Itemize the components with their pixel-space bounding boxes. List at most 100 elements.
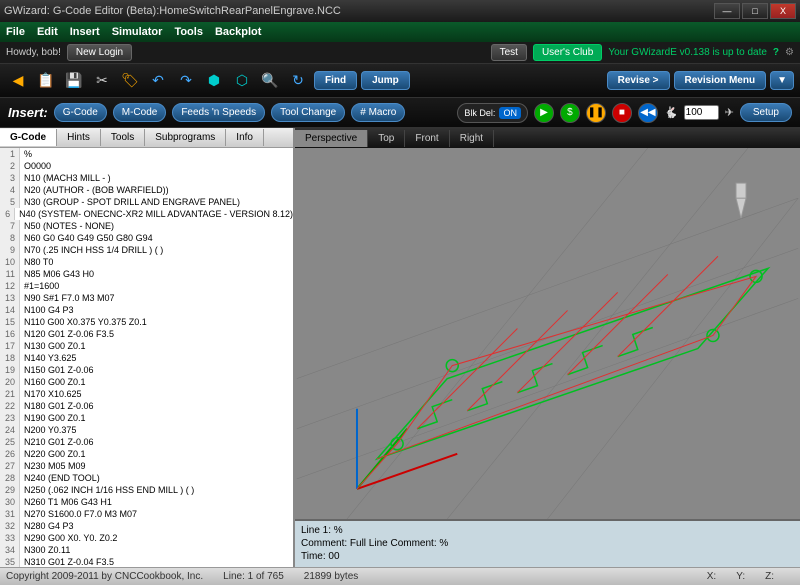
code-line[interactable]: 24N200 Y0.375 (0, 424, 293, 436)
statusbar: Copyright 2009-2011 by CNCCookbook, Inc.… (0, 567, 800, 585)
insert-gcode-button[interactable]: G-Code (54, 103, 107, 122)
code-line[interactable]: 22N180 G01 Z-0.06 (0, 400, 293, 412)
code-line[interactable]: 3N10 (MACH3 MILL - ) (0, 172, 293, 184)
view-tab-perspective[interactable]: Perspective (295, 130, 368, 147)
code-line[interactable]: 11N85 M06 G43 H0 (0, 268, 293, 280)
tab-subprograms[interactable]: Subprograms (145, 129, 226, 146)
refresh-icon[interactable]: ↻ (286, 69, 310, 93)
code-line[interactable]: 25N210 G01 Z-0.06 (0, 436, 293, 448)
menu-tools[interactable]: Tools (174, 26, 203, 38)
test-button[interactable]: Test (491, 44, 527, 61)
code-line[interactable]: 23N190 G00 Z0.1 (0, 412, 293, 424)
maximize-button[interactable]: □ (742, 3, 768, 19)
menu-file[interactable]: File (6, 26, 25, 38)
code-editor[interactable]: 1%2O00003N10 (MACH3 MILL - )4N20 (AUTHOR… (0, 148, 293, 567)
play-button[interactable]: ▶ (534, 103, 554, 123)
insert-tool-change-button[interactable]: Tool Change (271, 103, 345, 122)
code-line[interactable]: 34N300 Z0.11 (0, 544, 293, 556)
new-login-button[interactable]: New Login (67, 44, 132, 61)
search-icon[interactable]: 🔍 (258, 69, 282, 93)
view-tabs: Perspective Top Front Right (295, 128, 800, 148)
titlebar[interactable]: GWizard: G-Code Editor (Beta):HomeSwitch… (0, 0, 800, 22)
code-line[interactable]: 35N310 G01 Z-0.04 F3.5 (0, 556, 293, 567)
speed-input[interactable] (684, 105, 719, 120)
step-button[interactable]: $ (560, 103, 580, 123)
tool2-icon[interactable]: ⬡ (230, 69, 254, 93)
code-line[interactable]: 4N20 (AUTHOR - (BOB WARFIELD)) (0, 184, 293, 196)
code-line[interactable]: 8N60 G0 G40 G49 G50 G80 G94 (0, 232, 293, 244)
users-club-button[interactable]: User's Club (533, 44, 602, 61)
view-tab-front[interactable]: Front (405, 130, 449, 147)
code-line[interactable]: 29N250 (.062 INCH 1/16 HSS END MILL ) ( … (0, 484, 293, 496)
help-icon[interactable]: ? (773, 47, 779, 58)
find-button[interactable]: Find (314, 71, 357, 90)
x-coord: X: (707, 571, 716, 582)
undo-icon[interactable]: ↶ (146, 69, 170, 93)
insert-mcode-button[interactable]: M-Code (113, 103, 167, 122)
menu-simulator[interactable]: Simulator (112, 26, 163, 38)
view-tab-top[interactable]: Top (368, 130, 405, 147)
3d-viewport[interactable] (295, 148, 800, 519)
code-line[interactable]: 27N230 M05 M09 (0, 460, 293, 472)
cut-icon[interactable]: ✂ (90, 69, 114, 93)
code-line[interactable]: 21N170 X10.625 (0, 388, 293, 400)
minimize-button[interactable]: — (714, 3, 740, 19)
stop-button[interactable]: ■ (612, 103, 632, 123)
code-line[interactable]: 6N40 (SYSTEM- ONECNC-XR2 MILL ADVANTAGE … (0, 208, 293, 220)
revision-dropdown[interactable]: ▼ (770, 71, 794, 90)
revision-menu-button[interactable]: Revision Menu (674, 71, 767, 90)
app-window: GWizard: G-Code Editor (Beta):HomeSwitch… (0, 0, 800, 585)
code-line[interactable]: 17N130 G00 Z0.1 (0, 340, 293, 352)
code-line[interactable]: 2O0000 (0, 160, 293, 172)
view-tab-right[interactable]: Right (450, 130, 494, 147)
code-line[interactable]: 26N220 G00 Z0.1 (0, 448, 293, 460)
code-line[interactable]: 15N110 G00 X0.375 Y0.375 Z0.1 (0, 316, 293, 328)
settings-icon[interactable]: ⚙ (785, 47, 794, 58)
code-line[interactable]: 28N240 (END TOOL) (0, 472, 293, 484)
code-line[interactable]: 31N270 S1600.0 F7.0 M3 M07 (0, 508, 293, 520)
code-line[interactable]: 9N70 (.25 INCH HSS 1/4 DRILL ) ( ) (0, 244, 293, 256)
tab-hints[interactable]: Hints (57, 129, 101, 146)
code-line[interactable]: 12#1=1600 (0, 280, 293, 292)
code-line[interactable]: 1% (0, 148, 293, 160)
code-line[interactable]: 33N290 G00 X0. Y0. Z0.2 (0, 532, 293, 544)
rewind-button[interactable]: ◀◀ (638, 103, 658, 123)
code-line[interactable]: 32N280 G4 P3 (0, 520, 293, 532)
insert-macro-button[interactable]: # Macro (351, 103, 405, 122)
tag-icon[interactable]: 🏷 (118, 69, 142, 93)
tab-gcode[interactable]: G-Code (0, 129, 57, 146)
tab-tools[interactable]: Tools (101, 129, 145, 146)
code-line[interactable]: 30N260 T1 M06 G43 H1 (0, 496, 293, 508)
save-icon[interactable]: 💾 (62, 69, 86, 93)
insert-feeds-button[interactable]: Feeds 'n Speeds (172, 103, 265, 122)
close-button[interactable]: X (770, 3, 796, 19)
menu-insert[interactable]: Insert (70, 26, 100, 38)
code-line[interactable]: 20N160 G00 Z0.1 (0, 376, 293, 388)
clipboard-icon[interactable]: 📋 (34, 69, 58, 93)
code-line[interactable]: 14N100 G4 P3 (0, 304, 293, 316)
pause-button[interactable]: ❚❚ (586, 103, 606, 123)
bytes-indicator: 21899 bytes (304, 571, 359, 582)
blk-del-toggle[interactable]: Blk Del: ON (457, 103, 528, 123)
menu-backplot[interactable]: Backplot (215, 26, 261, 38)
code-line[interactable]: 5N30 (GROUP - SPOT DRILL AND ENGRAVE PAN… (0, 196, 293, 208)
back-icon[interactable]: ◀ (6, 69, 30, 93)
code-line[interactable]: 19N150 G01 Z-0.06 (0, 364, 293, 376)
revise-button[interactable]: Revise > (607, 71, 670, 90)
code-line[interactable]: 18N140 Y3.625 (0, 352, 293, 364)
jump-button[interactable]: Jump (361, 71, 410, 90)
line-indicator: Line: 1 of 765 (223, 571, 284, 582)
tool1-icon[interactable]: ⬢ (202, 69, 226, 93)
code-line[interactable]: 16N120 G01 Z-0.06 F3.5 (0, 328, 293, 340)
menubar: File Edit Insert Simulator Tools Backplo… (0, 22, 800, 42)
code-line[interactable]: 10N80 T0 (0, 256, 293, 268)
code-line[interactable]: 13N90 S#1 F7.0 M3 M07 (0, 292, 293, 304)
tab-info[interactable]: Info (226, 129, 264, 146)
redo-icon[interactable]: ↷ (174, 69, 198, 93)
menu-edit[interactable]: Edit (37, 26, 58, 38)
setup-button[interactable]: Setup (740, 103, 792, 122)
z-coord: Z: (765, 571, 774, 582)
top-status-bar: Howdy, bob! New Login Test User's Club Y… (0, 42, 800, 64)
code-line[interactable]: 7N50 (NOTES - NONE) (0, 220, 293, 232)
speed-icon: 🐇 (664, 106, 678, 119)
